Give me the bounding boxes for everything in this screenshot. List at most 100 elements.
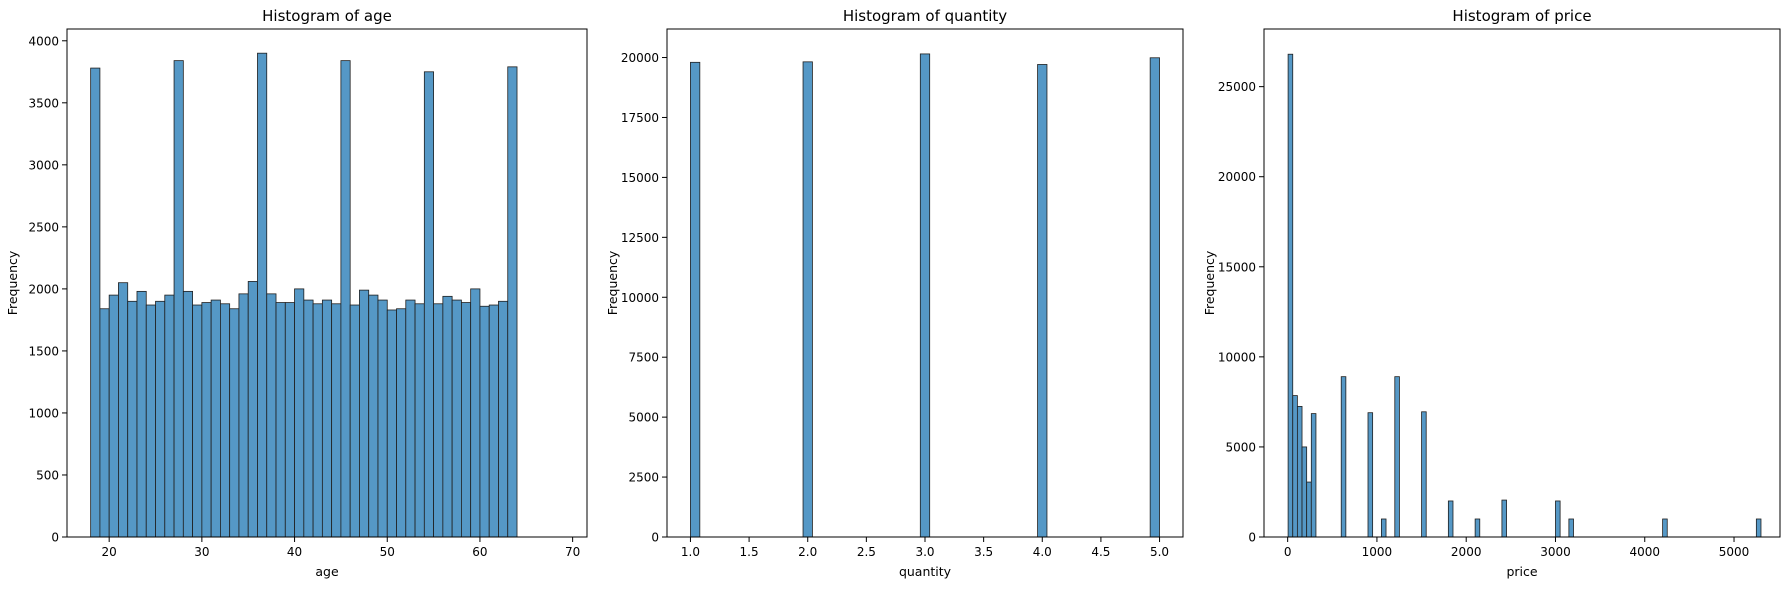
y-tick-label: 3000 bbox=[28, 158, 59, 172]
x-tick-label: 1000 bbox=[1362, 545, 1393, 559]
x-axis-label: price bbox=[1506, 564, 1537, 579]
x-tick-label: 0 bbox=[1284, 545, 1292, 559]
histogram-bar bbox=[1755, 518, 1762, 538]
histogram-bar bbox=[405, 299, 416, 538]
y-axis-label: Frequency bbox=[605, 250, 620, 315]
histogram-bar bbox=[90, 67, 101, 538]
histogram-bar bbox=[1421, 411, 1427, 538]
x-tick-label: 1.5 bbox=[740, 545, 759, 559]
y-tick-label: 20000 bbox=[621, 51, 659, 65]
y-tick-label: 5000 bbox=[1225, 440, 1256, 454]
histogram-bar bbox=[442, 295, 453, 538]
histogram-bar bbox=[423, 71, 434, 538]
bars bbox=[1287, 53, 1762, 538]
histogram-bar bbox=[479, 305, 490, 538]
y-tick-label: 4000 bbox=[28, 34, 59, 48]
histogram-bar bbox=[433, 303, 444, 538]
y-tick-label: 10000 bbox=[1218, 350, 1256, 364]
histogram-bar bbox=[182, 290, 194, 538]
histogram-bar bbox=[507, 66, 518, 538]
chart-panel-1: 20 30 40 50 60 70 0 500 1000 1500 2000 2500 3000 3500… bbox=[5, 7, 588, 579]
histogram-bar bbox=[377, 299, 388, 538]
histogram-bar bbox=[303, 299, 314, 538]
histogram-bar bbox=[470, 288, 481, 538]
y-tick-label: 500 bbox=[36, 468, 59, 482]
histogram-bar bbox=[368, 294, 379, 538]
histogram-bar bbox=[155, 300, 166, 538]
histogram-bar bbox=[1310, 413, 1317, 538]
histogram-bar bbox=[219, 303, 231, 538]
histogram-bar bbox=[1474, 518, 1481, 538]
histogram-bar bbox=[118, 282, 129, 538]
chart-panel-2: 1.0 1.5 2.0 2.5 3.0 3.5 4.0 4.5 5.0 0 2500 5000 7500… bbox=[605, 7, 1184, 579]
y-tick-label: 2500 bbox=[28, 220, 59, 234]
histogram-bar bbox=[127, 300, 138, 538]
histogram-bar bbox=[294, 288, 305, 538]
x-tick-label: 5.0 bbox=[1150, 545, 1169, 559]
histogram-bar bbox=[414, 303, 425, 538]
x-tick-label: 40 bbox=[287, 545, 302, 559]
y-tick-label: 3500 bbox=[28, 96, 59, 110]
y-tick-label: 25000 bbox=[1218, 80, 1256, 94]
y-tick-label: 7500 bbox=[628, 351, 659, 365]
y-tick-label: 17500 bbox=[621, 111, 659, 125]
histogram-bar bbox=[802, 61, 813, 538]
y-axis-label: Frequency bbox=[5, 250, 20, 315]
histogram-bar bbox=[451, 299, 462, 538]
y-tick-label: 0 bbox=[651, 531, 659, 545]
bars bbox=[690, 53, 1160, 538]
y-tick-label: 5000 bbox=[628, 411, 659, 425]
y-tick-label: 15000 bbox=[1218, 260, 1256, 274]
chart-title: Histogram of price bbox=[1452, 7, 1591, 25]
histogram-bar bbox=[321, 299, 333, 538]
plot-frame bbox=[1263, 28, 1781, 538]
x-tick-label: 4000 bbox=[1629, 545, 1660, 559]
y-tick-label: 0 bbox=[51, 531, 59, 545]
histogram-bar bbox=[1568, 518, 1574, 538]
y-tick-label: 2500 bbox=[628, 471, 659, 485]
x-tick-label: 4.0 bbox=[1033, 545, 1052, 559]
y-tick-label: 20000 bbox=[1218, 170, 1256, 184]
histogram-bar bbox=[247, 281, 258, 538]
histogram-bar bbox=[210, 299, 221, 538]
x-tick-label: 2.0 bbox=[798, 545, 817, 559]
x-tick-label: 3000 bbox=[1540, 545, 1571, 559]
x-axis-label: age bbox=[315, 564, 339, 579]
plot-frame bbox=[66, 28, 588, 538]
histogram-bar bbox=[99, 308, 110, 538]
histogram-bar bbox=[164, 294, 175, 538]
y-tick-label: 1500 bbox=[28, 344, 59, 358]
histogram-bar bbox=[201, 302, 212, 538]
histogram-bar bbox=[488, 304, 499, 538]
histogram-bar bbox=[145, 304, 156, 538]
y-tick-label: 0 bbox=[1248, 531, 1256, 545]
histogram-bar bbox=[1394, 376, 1400, 538]
x-tick-label: 2.5 bbox=[857, 545, 876, 559]
y-tick-label: 15000 bbox=[621, 171, 659, 185]
histogram-bar bbox=[266, 293, 277, 538]
histogram-bar bbox=[331, 303, 342, 538]
x-tick-label: 20 bbox=[102, 545, 117, 559]
x-tick-label: 3.5 bbox=[974, 545, 993, 559]
histogram-bar bbox=[1367, 412, 1374, 538]
histogram-bar bbox=[1037, 64, 1048, 538]
histogram-bar bbox=[284, 302, 295, 538]
y-axis-label: Frequency bbox=[1202, 250, 1217, 315]
histogram-bar bbox=[396, 308, 407, 538]
y-tick-label: 10000 bbox=[621, 291, 659, 305]
bars bbox=[90, 52, 518, 538]
histogram-bar bbox=[1296, 405, 1303, 538]
histogram-bar bbox=[136, 290, 147, 538]
histogram-bar bbox=[359, 289, 370, 538]
x-tick-label: 3.0 bbox=[915, 545, 934, 559]
histogram-bar bbox=[312, 303, 323, 538]
histogram-bar bbox=[1287, 53, 1294, 538]
chart-title: Histogram of age bbox=[262, 7, 392, 25]
chart-title: Histogram of quantity bbox=[843, 7, 1007, 25]
histogram-bar bbox=[1555, 500, 1561, 538]
chart-panel-3: 0 1000 2000 3000 4000 5000 0 5000 10000 15000 2000… bbox=[1202, 7, 1781, 579]
x-tick-label: 4.5 bbox=[1091, 545, 1110, 559]
histogram-bar bbox=[257, 52, 268, 538]
x-tick-label: 30 bbox=[194, 545, 209, 559]
